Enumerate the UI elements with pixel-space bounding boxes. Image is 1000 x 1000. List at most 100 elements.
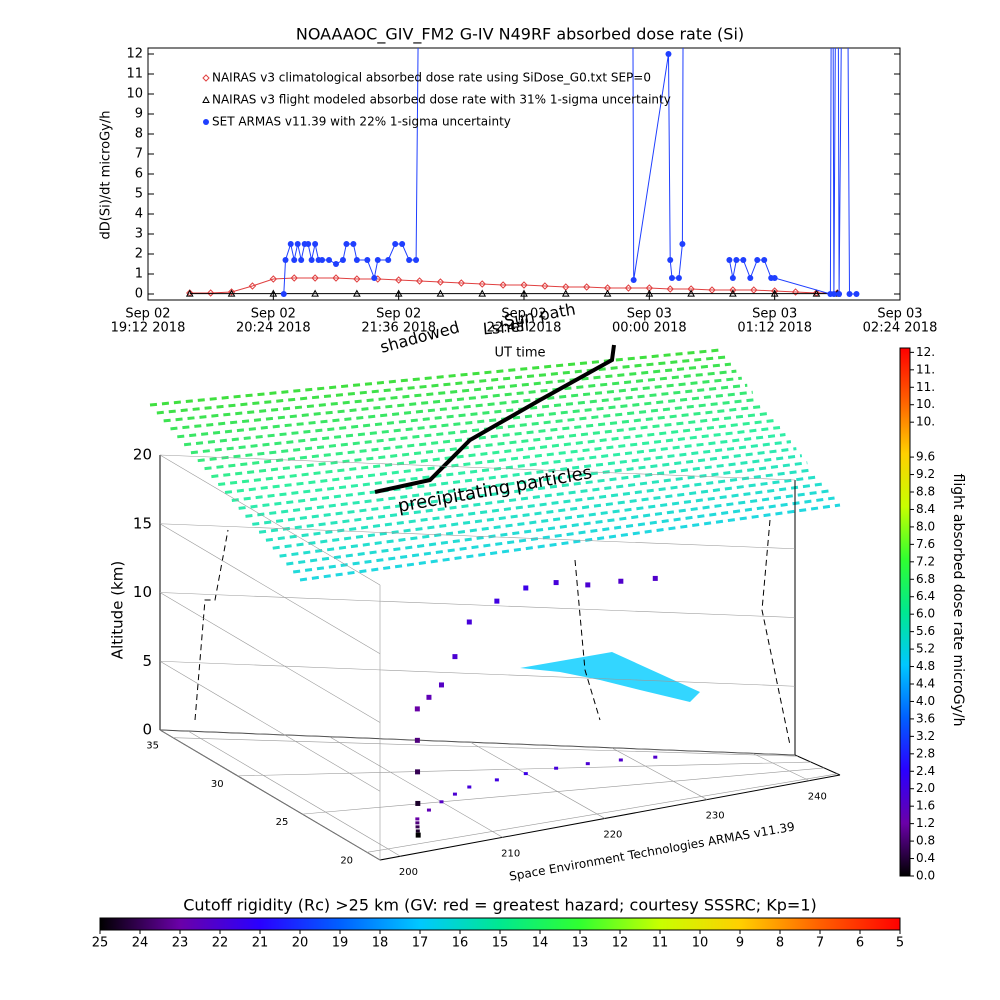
colorbar <box>99 917 901 931</box>
sun-path <box>374 344 616 494</box>
marker <box>374 257 381 263</box>
marker <box>679 241 686 247</box>
marker <box>582 283 591 291</box>
colorbar-tick-label: 9 <box>736 936 744 951</box>
track-wall-projection <box>574 559 601 721</box>
marker <box>290 274 298 282</box>
ground-track-point <box>426 808 431 812</box>
x-tick-label: 240 <box>808 792 827 803</box>
z-grid-line <box>159 592 381 723</box>
colorbar-tick-label: 12 <box>612 936 629 951</box>
y-grid-line <box>367 773 838 853</box>
colorbar-title: Cutoff rigidity (Rc) >25 km (GV: red = g… <box>183 896 817 915</box>
x-tick-label: 00:00 2018 <box>612 321 687 336</box>
colorbar-tick-label: 4.4 <box>916 677 935 691</box>
ground-track-point <box>467 785 472 789</box>
marker <box>541 282 549 290</box>
layer-row <box>197 397 759 463</box>
y-tick-label: 9 <box>135 107 143 122</box>
marker <box>853 291 860 297</box>
colorbar-tick-label: 0.0 <box>916 869 935 883</box>
y-tick-label: 2 <box>135 247 143 262</box>
track-point <box>414 737 420 743</box>
colorbar-tick-label: 0.4 <box>916 851 935 865</box>
track-point <box>585 582 591 588</box>
marker <box>399 241 406 247</box>
legend-marker <box>202 74 210 82</box>
track-point <box>414 706 420 712</box>
x-tick-label: Sep 02 <box>251 307 296 322</box>
colorbar-tick-label: 5.6 <box>916 624 935 638</box>
colorbar-tick-label: 1.2 <box>916 816 935 830</box>
legend-marker <box>203 119 209 125</box>
colorbar-tick-label: 15 <box>492 936 509 951</box>
z-tick-label: 0 <box>142 721 152 739</box>
colorbar-tick-label: 16 <box>452 936 469 951</box>
z-grid-line <box>159 660 796 687</box>
axis-line <box>379 774 841 861</box>
colorbar-tick-label: 10. <box>916 397 935 411</box>
colorbar-tick-label: 4.8 <box>916 659 935 673</box>
x-tick-label: 220 <box>603 829 622 840</box>
ground-track-point <box>415 821 420 825</box>
z-grid-line <box>159 660 381 792</box>
track-point <box>438 682 444 688</box>
marker <box>312 241 319 247</box>
marker <box>326 257 333 263</box>
colorbar-tick-label: 10 <box>692 936 709 951</box>
colorbar-tick-label: 3.2 <box>916 729 935 743</box>
y-tick-label: 25 <box>276 817 289 828</box>
colorbar-tick-label: 14 <box>532 936 549 951</box>
colorbar-tick-label: 4.0 <box>916 694 935 708</box>
marker <box>761 257 768 263</box>
marker <box>457 279 466 287</box>
ground-track-point <box>494 778 499 782</box>
marker <box>520 289 528 297</box>
annotation: Lshell <box>482 316 530 339</box>
colorbar-tick-label: 18 <box>372 936 389 951</box>
z-grid-line <box>159 454 796 481</box>
marker <box>339 257 346 263</box>
layer-row <box>204 404 764 471</box>
marker <box>675 275 682 281</box>
colorbar-tick-label: 6.8 <box>916 572 935 586</box>
y-tick-label: 30 <box>211 779 224 790</box>
colorbar-tick-label: 6 <box>856 936 864 951</box>
z-grid-line <box>159 523 381 655</box>
marker <box>353 275 361 283</box>
marker <box>269 289 278 297</box>
marker <box>371 275 378 281</box>
x-grid-line <box>188 730 401 857</box>
marker <box>319 257 326 263</box>
marker <box>561 289 570 297</box>
marker <box>311 274 319 282</box>
colorbar-tick-label: 10. <box>916 415 935 429</box>
z-tick-label: 5 <box>142 652 152 670</box>
x-tick-label: 21:36 2018 <box>361 321 436 336</box>
colorbar-tick-label: 6.0 <box>916 607 935 621</box>
colorbar-tick-label: 24 <box>132 936 149 951</box>
colorbar-tick-label: 0.8 <box>916 834 935 848</box>
x-tick-label: 200 <box>399 867 418 878</box>
marker <box>630 277 637 283</box>
marker <box>830 291 837 297</box>
colorbar-tick-label: 7 <box>816 936 824 951</box>
layer-row <box>252 454 803 526</box>
plot-area <box>185 48 860 297</box>
marker <box>413 257 420 263</box>
ground-track-point <box>415 817 420 821</box>
colorbar-tick-label: 8.0 <box>916 519 935 533</box>
legend-label: SET ARMAS v11.39 with 22% 1-sigma uncert… <box>212 115 511 129</box>
marker <box>645 289 654 297</box>
legend-label: NAIRAS v3 climatological absorbed dose r… <box>212 71 651 85</box>
marker <box>291 257 298 263</box>
colorbar-tick-label: 3.6 <box>916 711 935 725</box>
marker <box>282 257 289 263</box>
marker <box>394 289 403 297</box>
x-grid-line <box>611 747 708 800</box>
x-tick-label: Sep 03 <box>627 307 672 322</box>
marker <box>227 289 236 297</box>
marker <box>248 282 257 290</box>
layer-row <box>190 390 753 455</box>
layer-row <box>258 461 808 534</box>
